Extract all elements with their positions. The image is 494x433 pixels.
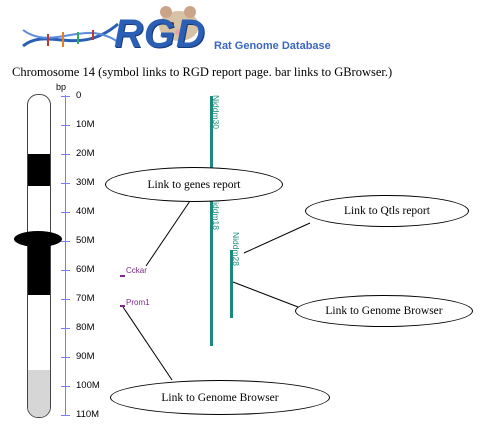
qtl-bar-niddm28[interactable] (230, 250, 233, 318)
callout-line-genes (145, 197, 193, 267)
dna-helix-icon (22, 22, 119, 48)
scale-tick (61, 154, 70, 155)
callout-qtls-report: Link to Qtls report (305, 195, 469, 227)
scale-tick (61, 328, 70, 329)
ideogram-band-gray (28, 370, 50, 417)
scale-tick (61, 386, 70, 387)
gene-mark-cckar[interactable] (120, 275, 125, 277)
scale-tick-label: 30M (76, 177, 95, 188)
axis-unit: bp (56, 82, 67, 92)
scale-tick-label: 60M (76, 264, 95, 275)
callout-line-qtls (243, 222, 311, 254)
rgd-logo[interactable]: RGD Rat Genome Database (18, 2, 348, 60)
page-title: Chromosome 14 (symbol links to RGD repor… (12, 65, 393, 79)
qtl-bar-niddm30[interactable] (210, 96, 213, 346)
ideogram-band-dark (28, 239, 50, 295)
rat-icon (159, 6, 199, 41)
chromosome-ideogram[interactable] (27, 94, 51, 418)
scale-tick (61, 212, 70, 213)
scale-tick (61, 96, 70, 97)
gene-mark-prom1[interactable] (120, 305, 125, 307)
qtl-label-niddm30[interactable]: Niddm30 (211, 95, 221, 130)
logo-text: RGD (114, 12, 206, 56)
scale-tick-label: 20M (76, 148, 95, 159)
scale-tick-label: 50M (76, 235, 95, 246)
scale-tick-label: 100M (76, 380, 100, 391)
scale-tick-label: 70M (76, 293, 95, 304)
gene-label-prom1[interactable]: Prom1 (126, 298, 150, 307)
callout-line-gb-qtl (232, 281, 299, 308)
callout-line-gb-gene (122, 306, 173, 381)
qtl-label-niddm28[interactable]: Niddm28 (231, 232, 241, 267)
scale-tick-label: 10M (76, 119, 95, 130)
scale-tick (61, 183, 70, 184)
centromere (14, 231, 62, 247)
scale-axis (65, 95, 66, 415)
scale-tick-label: 40M (76, 206, 95, 217)
scale-tick (61, 270, 70, 271)
ideogram-band-dark (28, 154, 50, 186)
scale-tick (61, 299, 70, 300)
scale-tick (61, 125, 70, 126)
callout-genome-browser-qtl: Link to Genome Browser (295, 295, 473, 327)
scale-tick-label: 80M (76, 322, 95, 333)
scale-tick (61, 415, 70, 416)
scale-tick-label: 0 (76, 90, 82, 101)
scale-tick-label: 110M (76, 409, 100, 420)
callout-genes-report: Link to genes report (105, 167, 283, 202)
logo-tagline: Rat Genome Database (214, 40, 331, 52)
scale-tick-label: 90M (76, 351, 95, 362)
gene-label-cckar[interactable]: Cckar (126, 266, 147, 275)
scale-tick (61, 357, 70, 358)
scale-tick (61, 241, 70, 242)
callout-genome-browser-gene: Link to Genome Browser (110, 380, 330, 415)
